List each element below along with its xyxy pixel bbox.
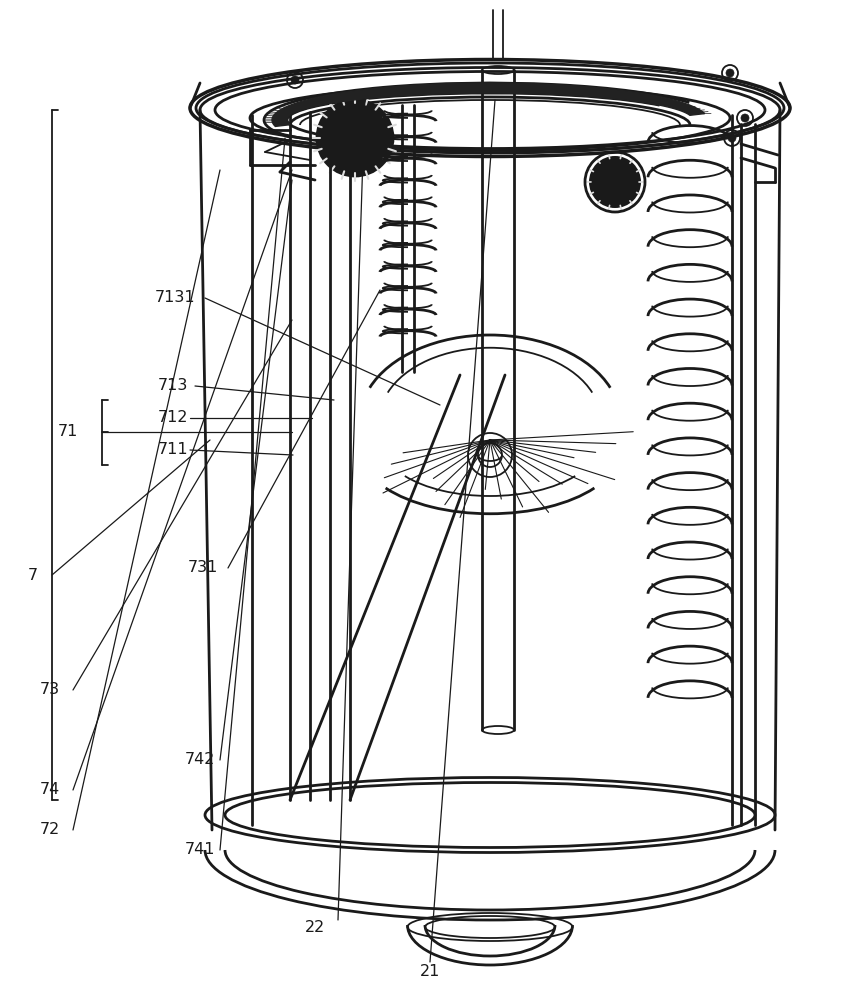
- Text: 71: 71: [58, 424, 78, 440]
- Circle shape: [741, 114, 749, 122]
- Text: 73: 73: [40, 682, 60, 698]
- Text: 712: 712: [158, 410, 188, 426]
- Circle shape: [726, 69, 734, 77]
- Text: 7: 7: [28, 568, 38, 582]
- Text: 72: 72: [40, 822, 60, 838]
- Text: 711: 711: [158, 442, 189, 458]
- Text: 713: 713: [158, 378, 188, 393]
- Text: 22: 22: [305, 920, 325, 934]
- Circle shape: [589, 156, 641, 208]
- Circle shape: [291, 76, 299, 84]
- Text: 731: 731: [188, 560, 218, 576]
- Text: 21: 21: [419, 964, 440, 980]
- Circle shape: [317, 100, 393, 176]
- Circle shape: [345, 128, 365, 148]
- Text: 742: 742: [185, 752, 216, 768]
- Text: 74: 74: [40, 782, 60, 798]
- Circle shape: [728, 134, 736, 142]
- Polygon shape: [272, 83, 705, 126]
- Circle shape: [325, 108, 385, 168]
- Text: 7131: 7131: [155, 290, 196, 306]
- Circle shape: [601, 168, 629, 196]
- Text: 741: 741: [185, 842, 216, 857]
